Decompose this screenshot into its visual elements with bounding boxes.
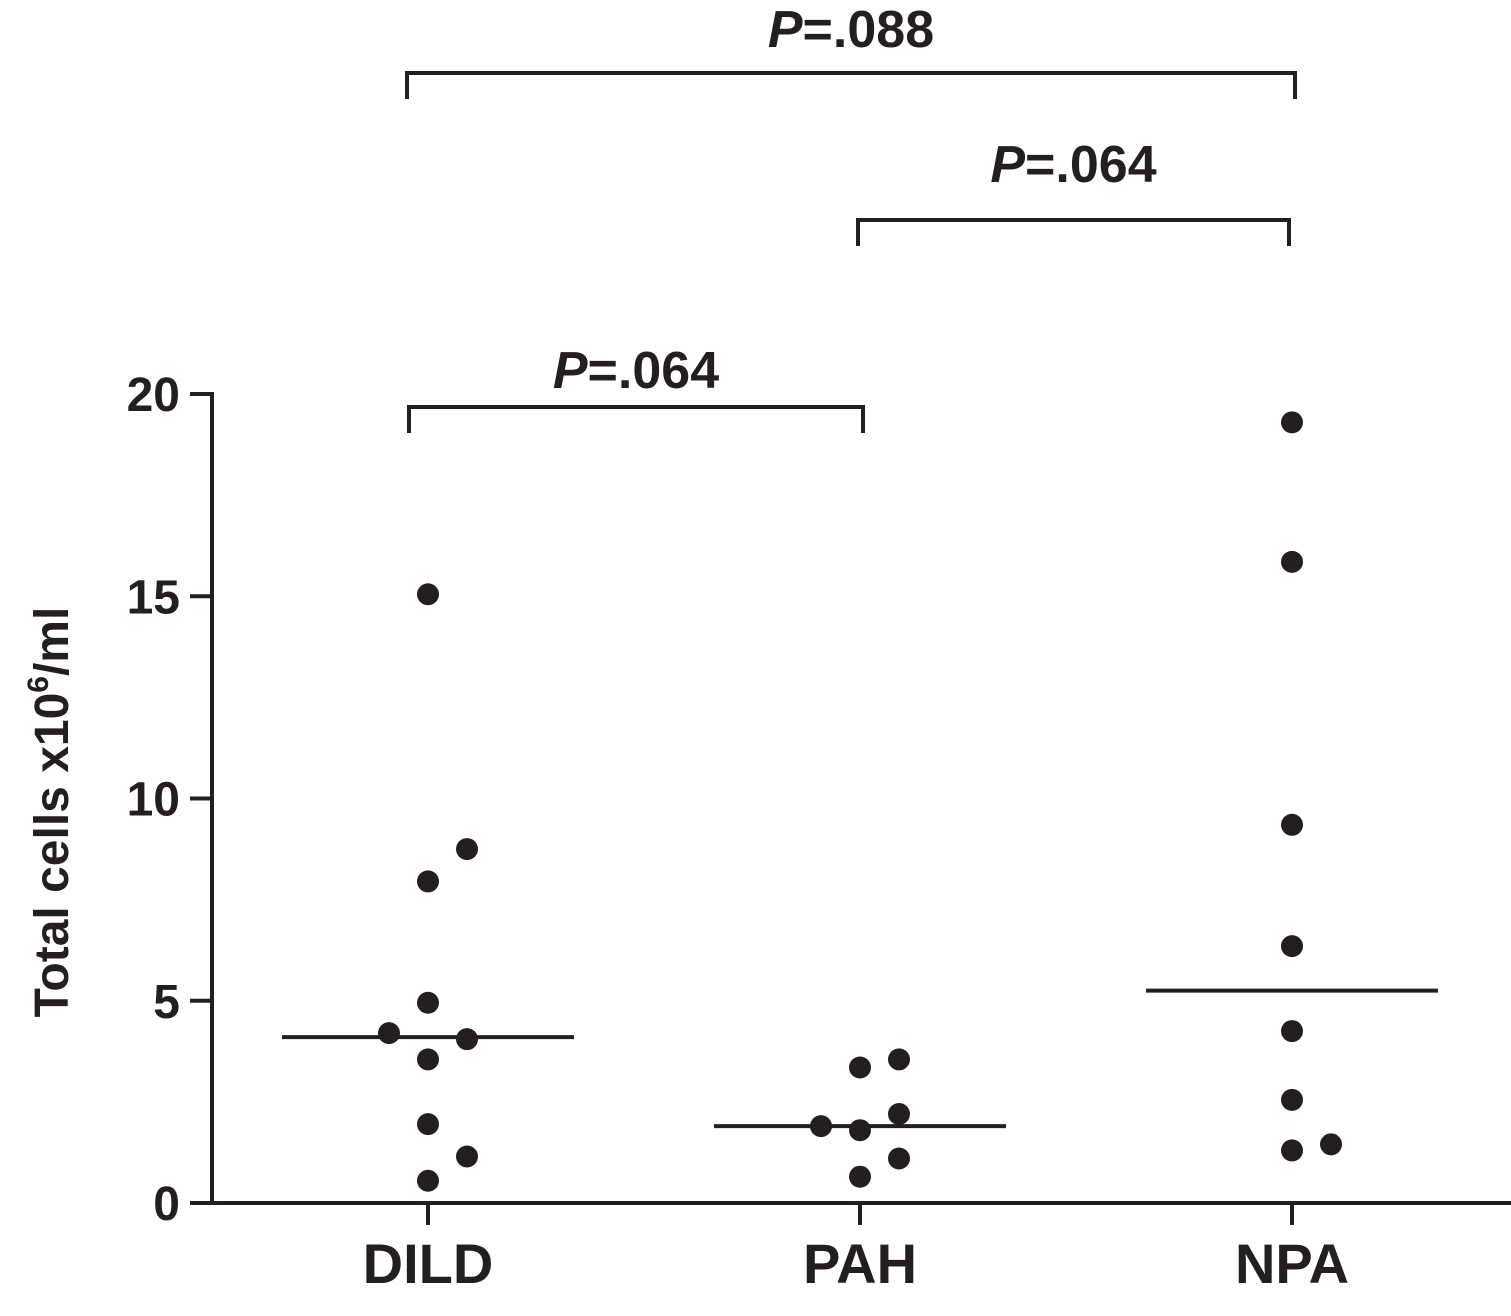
- p-value-label: P=.088: [768, 1, 934, 59]
- data-point-pah: [849, 1165, 871, 1188]
- data-point-dild: [456, 1028, 478, 1051]
- y-tick-label: 20: [127, 369, 180, 422]
- bracket-pah-npa: [856, 218, 1291, 246]
- data-point-npa: [1281, 1020, 1303, 1043]
- p-value-label: P=.064: [553, 342, 719, 400]
- data-point-dild: [456, 1145, 478, 1168]
- y-axis-label-group: Total cells x106/ml: [22, 607, 79, 1018]
- data-point-dild: [378, 1022, 400, 1045]
- y-tick-label: 15: [127, 571, 180, 624]
- bracket-dild-pah: [407, 405, 865, 433]
- data-point-npa: [1281, 411, 1303, 434]
- data-point-dild: [417, 870, 439, 893]
- data-point-npa: [1281, 813, 1303, 836]
- x-tick-label-dild: DILD: [363, 1232, 494, 1295]
- data-point-pah: [888, 1048, 910, 1071]
- data-point-pah: [849, 1056, 871, 1079]
- data-point-pah: [810, 1115, 832, 1138]
- data-points: [378, 411, 1342, 1192]
- data-point-dild: [417, 1169, 439, 1192]
- y-axis-label-prefix: Total cells x10: [26, 693, 79, 1018]
- y-axis-label-suffix: /ml: [26, 607, 79, 676]
- data-point-pah: [888, 1147, 910, 1170]
- x-axis: DILD PAH NPA: [210, 1201, 1511, 1295]
- x-tick-label-pah: PAH: [803, 1232, 917, 1295]
- y-axis: 0 5 10 15 20: [127, 369, 214, 1231]
- data-point-npa: [1281, 1139, 1303, 1162]
- p-symbol: P: [990, 136, 1025, 194]
- bracket-dild-npa: [405, 71, 1297, 99]
- y-tick-label: 10: [127, 774, 180, 827]
- data-point-npa: [1281, 935, 1303, 958]
- x-tick-label-npa: NPA: [1235, 1232, 1349, 1295]
- p-value-label: P=.064: [990, 136, 1156, 194]
- data-point-npa: [1281, 1088, 1303, 1111]
- p-value: =.088: [803, 1, 935, 59]
- p-symbol: P: [553, 342, 588, 400]
- y-axis-label-superscript: 6: [22, 676, 55, 693]
- data-point-dild: [417, 1048, 439, 1071]
- data-point-npa: [1320, 1133, 1342, 1156]
- y-axis-label: Total cells x106/ml: [22, 607, 79, 1018]
- data-point-pah: [849, 1119, 871, 1142]
- p-symbol: P: [768, 1, 803, 59]
- p-value: =.064: [588, 342, 720, 400]
- data-point-dild: [417, 1113, 439, 1136]
- data-point-dild: [417, 991, 439, 1014]
- y-tick-label: 5: [153, 976, 180, 1029]
- y-tick-label: 0: [153, 1178, 180, 1231]
- data-point-npa: [1281, 550, 1303, 573]
- data-point-dild: [456, 838, 478, 861]
- data-point-pah: [888, 1103, 910, 1126]
- data-point-dild: [417, 583, 439, 606]
- p-value: =.064: [1025, 136, 1157, 194]
